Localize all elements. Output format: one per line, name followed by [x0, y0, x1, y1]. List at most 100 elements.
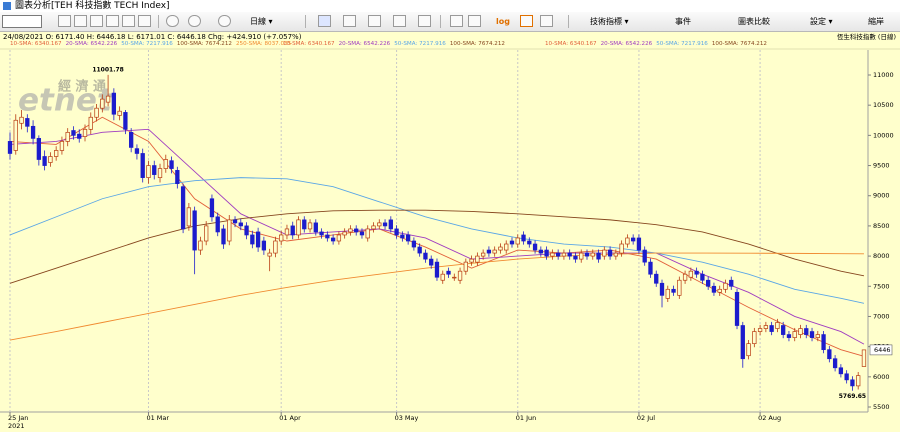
candle-body	[671, 288, 676, 293]
tool-button[interactable]	[58, 15, 71, 27]
y-tick-label: 9000	[873, 192, 890, 200]
candle-body	[94, 107, 99, 118]
candle-body	[111, 92, 117, 115]
chart-type-button[interactable]	[368, 15, 381, 27]
candle-body	[382, 222, 388, 227]
chart-type-button[interactable]	[393, 15, 406, 27]
candle-body	[579, 252, 584, 260]
minimize-button[interactable]: 縮岸	[868, 17, 884, 26]
candle-body	[302, 219, 307, 230]
toggle-button[interactable]	[540, 15, 553, 27]
candle-body	[475, 255, 480, 263]
candle-body	[215, 216, 220, 233]
candle-body	[515, 237, 520, 245]
toggle-button[interactable]	[520, 15, 533, 27]
candle-body	[440, 273, 445, 281]
separator	[440, 15, 441, 28]
x-tick-label: 01 Jun	[516, 414, 537, 422]
legend-entry: 250-SMA: 8037.035	[236, 41, 292, 47]
log-button[interactable]: log	[496, 17, 510, 26]
candle-body	[504, 243, 509, 251]
tool-button[interactable]	[138, 15, 151, 27]
tool-button[interactable]	[122, 15, 135, 27]
chart-type-button[interactable]	[418, 15, 431, 27]
y-tick-label: 6000	[873, 373, 890, 381]
candle-body	[573, 255, 578, 260]
candle-body	[354, 228, 359, 233]
candle-body	[244, 225, 249, 236]
separator	[305, 15, 306, 28]
candle-body	[232, 219, 238, 224]
candle-body	[152, 165, 157, 175]
candle-body	[838, 367, 844, 375]
candle-body	[336, 234, 342, 242]
chart-type-button[interactable]	[343, 15, 356, 27]
separator	[568, 15, 569, 28]
candle-body	[561, 252, 567, 257]
zoom-in-button[interactable]	[166, 15, 179, 27]
tool-button[interactable]	[90, 15, 103, 27]
candle-body	[279, 234, 284, 242]
candle-body	[238, 222, 243, 227]
y-tick-label: 8000	[873, 252, 890, 260]
y-tick-label: 11000	[873, 71, 894, 79]
separator	[158, 15, 159, 28]
candle-body	[688, 270, 694, 278]
period-dropdown[interactable]: 日線 ▾	[250, 17, 273, 26]
candle-body	[319, 231, 324, 236]
tool-button[interactable]	[74, 15, 87, 27]
clock-button[interactable]	[218, 15, 231, 27]
candle-body	[175, 170, 180, 185]
candle-body	[700, 273, 705, 281]
y-tick-label: 7500	[873, 282, 890, 290]
events-menu[interactable]: 事件	[675, 17, 691, 26]
legend-entry: 20-SMA: 6542.226	[66, 41, 118, 47]
candle-body	[521, 234, 526, 242]
chart-type-button[interactable]	[318, 15, 331, 27]
candle-body	[809, 331, 815, 338]
candle-body	[88, 116, 93, 130]
zoom-out-button[interactable]	[188, 15, 201, 27]
candle-body	[682, 273, 688, 281]
grid-button[interactable]	[468, 15, 481, 27]
candle-body	[417, 246, 422, 254]
candle-body	[740, 325, 745, 360]
candle-body	[446, 270, 451, 275]
candle-body	[394, 228, 399, 236]
candle-body	[596, 252, 601, 260]
grid-button[interactable]	[450, 15, 463, 27]
legend-entry: 100-SMA: 7674.212	[177, 41, 232, 47]
last-price-box	[869, 344, 893, 356]
candle-body	[388, 219, 393, 230]
candle-body	[804, 328, 809, 335]
x-tick-label: 03 May	[395, 414, 419, 422]
legend-entry: 50-SMA: 7217.916	[656, 41, 708, 47]
y-tick-label: 9500	[873, 162, 890, 170]
candle-body	[267, 252, 272, 257]
candle-body	[123, 112, 128, 130]
symbol-combo[interactable]	[2, 15, 42, 28]
legend-entry: 20-SMA: 6542.226	[339, 41, 391, 47]
candle-body	[815, 334, 820, 338]
ma-line	[9, 116, 865, 357]
ma-legend: 10-SMA: 6340.167 20-SMA: 6542.226 50-SMA: …	[283, 41, 505, 47]
candle-body	[729, 279, 734, 287]
compare-menu[interactable]: 圖表比較	[738, 17, 770, 26]
candle-body	[619, 243, 624, 254]
indicators-menu[interactable]: 技術指標 ▾	[590, 17, 629, 26]
tool-button[interactable]	[106, 15, 119, 27]
candle-body	[221, 228, 226, 245]
legend-entry: 10-SMA: 6340.167	[10, 41, 62, 47]
legend-entry: 10-SMA: 6340.167	[283, 41, 335, 47]
candle-body	[30, 125, 36, 139]
legend-entry: 50-SMA: 7217.916	[394, 41, 446, 47]
x-tick-label: 01 Mar	[146, 414, 169, 422]
candle-body	[77, 133, 82, 139]
settings-menu[interactable]: 設定 ▾	[810, 17, 833, 26]
candle-body	[532, 243, 538, 251]
candle-body	[677, 279, 682, 296]
candle-body	[648, 261, 653, 275]
candle-body	[861, 349, 867, 367]
ma-line	[9, 177, 865, 304]
